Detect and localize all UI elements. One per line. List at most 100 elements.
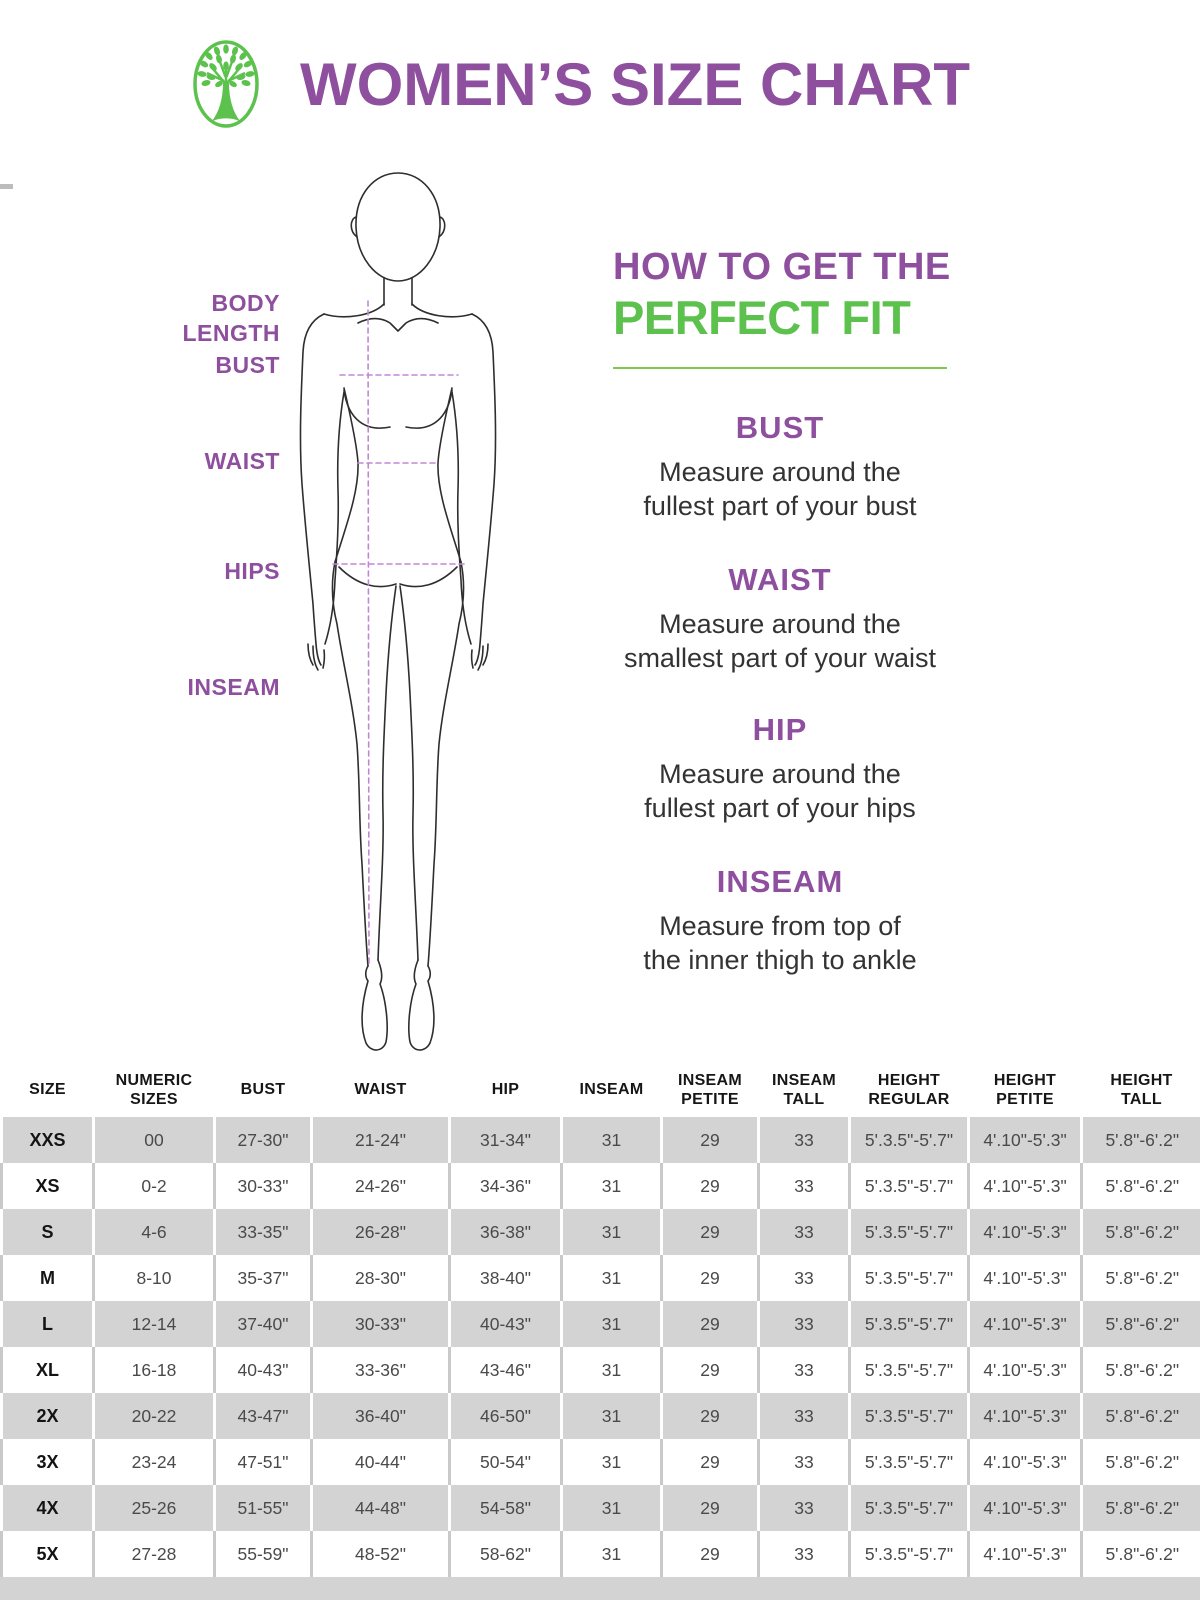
value-cell: 20-22 — [92, 1393, 215, 1439]
value-cell: 5'.8"-6'.2" — [1080, 1439, 1200, 1485]
table-row: 4X 25-26 51-55" 44-48" 54-58" 31 29 33 5'.3.5"-5… — [0, 1485, 1200, 1531]
value-cell: 27-28 — [92, 1531, 215, 1577]
value-cell: 4'.10"-5'.3" — [967, 1531, 1082, 1577]
table-row: XL 16-18 40-43" 33-36" 43-46" 31 29 33 5'.3.5"-5… — [0, 1347, 1200, 1393]
table-row: L 12-14 37-40" 30-33" 40-43" 31 29 33 5'.3.5"-5'… — [0, 1301, 1200, 1347]
value-cell: 55-59" — [213, 1531, 312, 1577]
value-cell: 5'.8"-6'.2" — [1080, 1393, 1200, 1439]
value-cell: 4'.10"-5'.3" — [967, 1301, 1082, 1347]
value-cell: 33 — [757, 1439, 850, 1485]
value-cell: 29 — [660, 1209, 759, 1255]
value-cell: 40-44" — [310, 1439, 450, 1485]
value-cell: 29 — [660, 1255, 759, 1301]
size-cell: 5X — [0, 1531, 94, 1577]
value-cell: 0-2 — [92, 1163, 215, 1209]
value-cell: 25-26 — [92, 1485, 215, 1531]
guide-section-text: Measure around the — [659, 457, 901, 487]
value-cell: 5'.3.5"-5'.7" — [848, 1163, 969, 1209]
value-cell: 27-30" — [213, 1117, 312, 1163]
value-cell: 33 — [757, 1347, 850, 1393]
label-waist: WAIST — [204, 448, 280, 474]
column-header: WAIST — [311, 1062, 450, 1117]
value-cell: 5'.8"-6'.2" — [1080, 1531, 1200, 1577]
value-cell: 28-30" — [310, 1255, 450, 1301]
value-cell: 48-52" — [310, 1531, 450, 1577]
table-row: 3X 23-24 47-51" 40-44" 50-54" 31 29 33 5'.3.5"-5… — [0, 1439, 1200, 1485]
value-cell: 31 — [560, 1209, 662, 1255]
value-cell: 5'.3.5"-5'.7" — [848, 1439, 969, 1485]
value-cell: 5'.8"-6'.2" — [1080, 1117, 1200, 1163]
guide-section-text: smallest part of your waist — [623, 643, 937, 673]
value-cell: 54-58" — [448, 1485, 562, 1531]
value-cell: 5'.8"-6'.2" — [1080, 1347, 1200, 1393]
value-cell: 5'.8"-6'.2" — [1080, 1255, 1200, 1301]
bottom-gray-strip — [0, 1577, 1200, 1600]
table-row: 5X 27-28 55-59" 48-52" 58-62" 31 29 33 5'.3.5"-5… — [0, 1531, 1200, 1577]
value-cell: 29 — [660, 1439, 759, 1485]
table-row: S 4-6 33-35" 26-28" 36-38" 31 29 33 5'.3.5"-5'.7… — [0, 1209, 1200, 1255]
page-title: WOMEN’S SIZE CHART — [300, 51, 970, 118]
column-header: INSEAM TALL — [758, 1062, 850, 1117]
guide-section-text: the inner thigh to ankle — [643, 945, 917, 975]
size-table-body: XXS 00 27-30" 21-24" 31-34" 31 29 33 5'.3.5"-5'.… — [0, 1117, 1200, 1577]
value-cell: 46-50" — [448, 1393, 562, 1439]
value-cell: 5'.8"-6'.2" — [1080, 1163, 1200, 1209]
guide-section-inseam: INSEAM Measure from top of the inner thi… — [570, 864, 990, 977]
left-edge-tick — [0, 184, 13, 189]
label-bust: BUST — [215, 352, 280, 378]
value-cell: 31 — [560, 1439, 662, 1485]
value-cell: 4'.10"-5'.3" — [967, 1393, 1082, 1439]
column-header: BUST — [214, 1062, 312, 1117]
value-cell: 12-14 — [92, 1301, 215, 1347]
column-header: HIP — [449, 1062, 562, 1117]
value-cell: 5'.3.5"-5'.7" — [848, 1301, 969, 1347]
body-length-inseam-line — [367, 300, 370, 966]
value-cell: 38-40" — [448, 1255, 562, 1301]
size-cell: 4X — [0, 1485, 94, 1531]
tree-logo-icon — [193, 40, 259, 128]
guide-section-text: fullest part of your hips — [644, 793, 916, 823]
value-cell: 4'.10"-5'.3" — [967, 1209, 1082, 1255]
size-cell: S — [0, 1209, 94, 1255]
value-cell: 4'.10"-5'.3" — [967, 1255, 1082, 1301]
guide-section-title: INSEAM — [716, 864, 844, 899]
value-cell: 33 — [757, 1255, 850, 1301]
header-row: SIZE NUMERIC SIZES BUST WAIST HIP INSEAM INSEAM… — [1, 1062, 1200, 1117]
value-cell: 26-28" — [310, 1209, 450, 1255]
value-cell: 4'.10"-5'.3" — [967, 1439, 1082, 1485]
label-inseam: INSEAM — [187, 674, 280, 700]
value-cell: 4'.10"-5'.3" — [967, 1347, 1082, 1393]
column-header: HEIGHT TALL — [1081, 1062, 1200, 1117]
guide-heading-line1: HOW TO GET THE — [613, 246, 951, 288]
value-cell: 5'.3.5"-5'.7" — [848, 1255, 969, 1301]
value-cell: 5'.3.5"-5'.7" — [848, 1347, 969, 1393]
guide-section-title: BUST — [735, 410, 825, 445]
value-cell: 4-6 — [92, 1209, 215, 1255]
value-cell: 31 — [560, 1531, 662, 1577]
column-header: HEIGHT REGULAR — [849, 1062, 969, 1117]
guide-section-title: WAIST — [728, 562, 832, 597]
value-cell: 23-24 — [92, 1439, 215, 1485]
value-cell: 5'.8"-6'.2" — [1080, 1301, 1200, 1347]
column-header: NUMERIC SIZES — [93, 1062, 215, 1117]
value-cell: 51-55" — [213, 1485, 312, 1531]
value-cell: 5'.8"-6'.2" — [1080, 1209, 1200, 1255]
value-cell: 4'.10"-5'.3" — [967, 1117, 1082, 1163]
value-cell: 29 — [660, 1163, 759, 1209]
value-cell: 5'.3.5"-5'.7" — [848, 1531, 969, 1577]
value-cell: 44-48" — [310, 1485, 450, 1531]
size-cell: XL — [0, 1347, 94, 1393]
table-row: M 8-10 35-37" 28-30" 38-40" 31 29 33 5'.3.5"-5'.… — [0, 1255, 1200, 1301]
guide-section-bust: BUST Measure around the fullest part of … — [570, 410, 990, 523]
value-cell: 31 — [560, 1347, 662, 1393]
label-body-length: BODY LENGTH — [182, 290, 280, 346]
guide-section-text: Measure from top of — [659, 911, 901, 941]
value-cell: 16-18 — [92, 1347, 215, 1393]
guide-section-text: fullest part of your bust — [643, 491, 917, 521]
value-cell: 30-33" — [310, 1301, 450, 1347]
value-cell: 30-33" — [213, 1163, 312, 1209]
value-cell: 33-35" — [213, 1209, 312, 1255]
guide-section-text: Measure around the — [659, 759, 901, 789]
column-header: HEIGHT PETITE — [968, 1062, 1082, 1117]
value-cell: 5'.3.5"-5'.7" — [848, 1209, 969, 1255]
